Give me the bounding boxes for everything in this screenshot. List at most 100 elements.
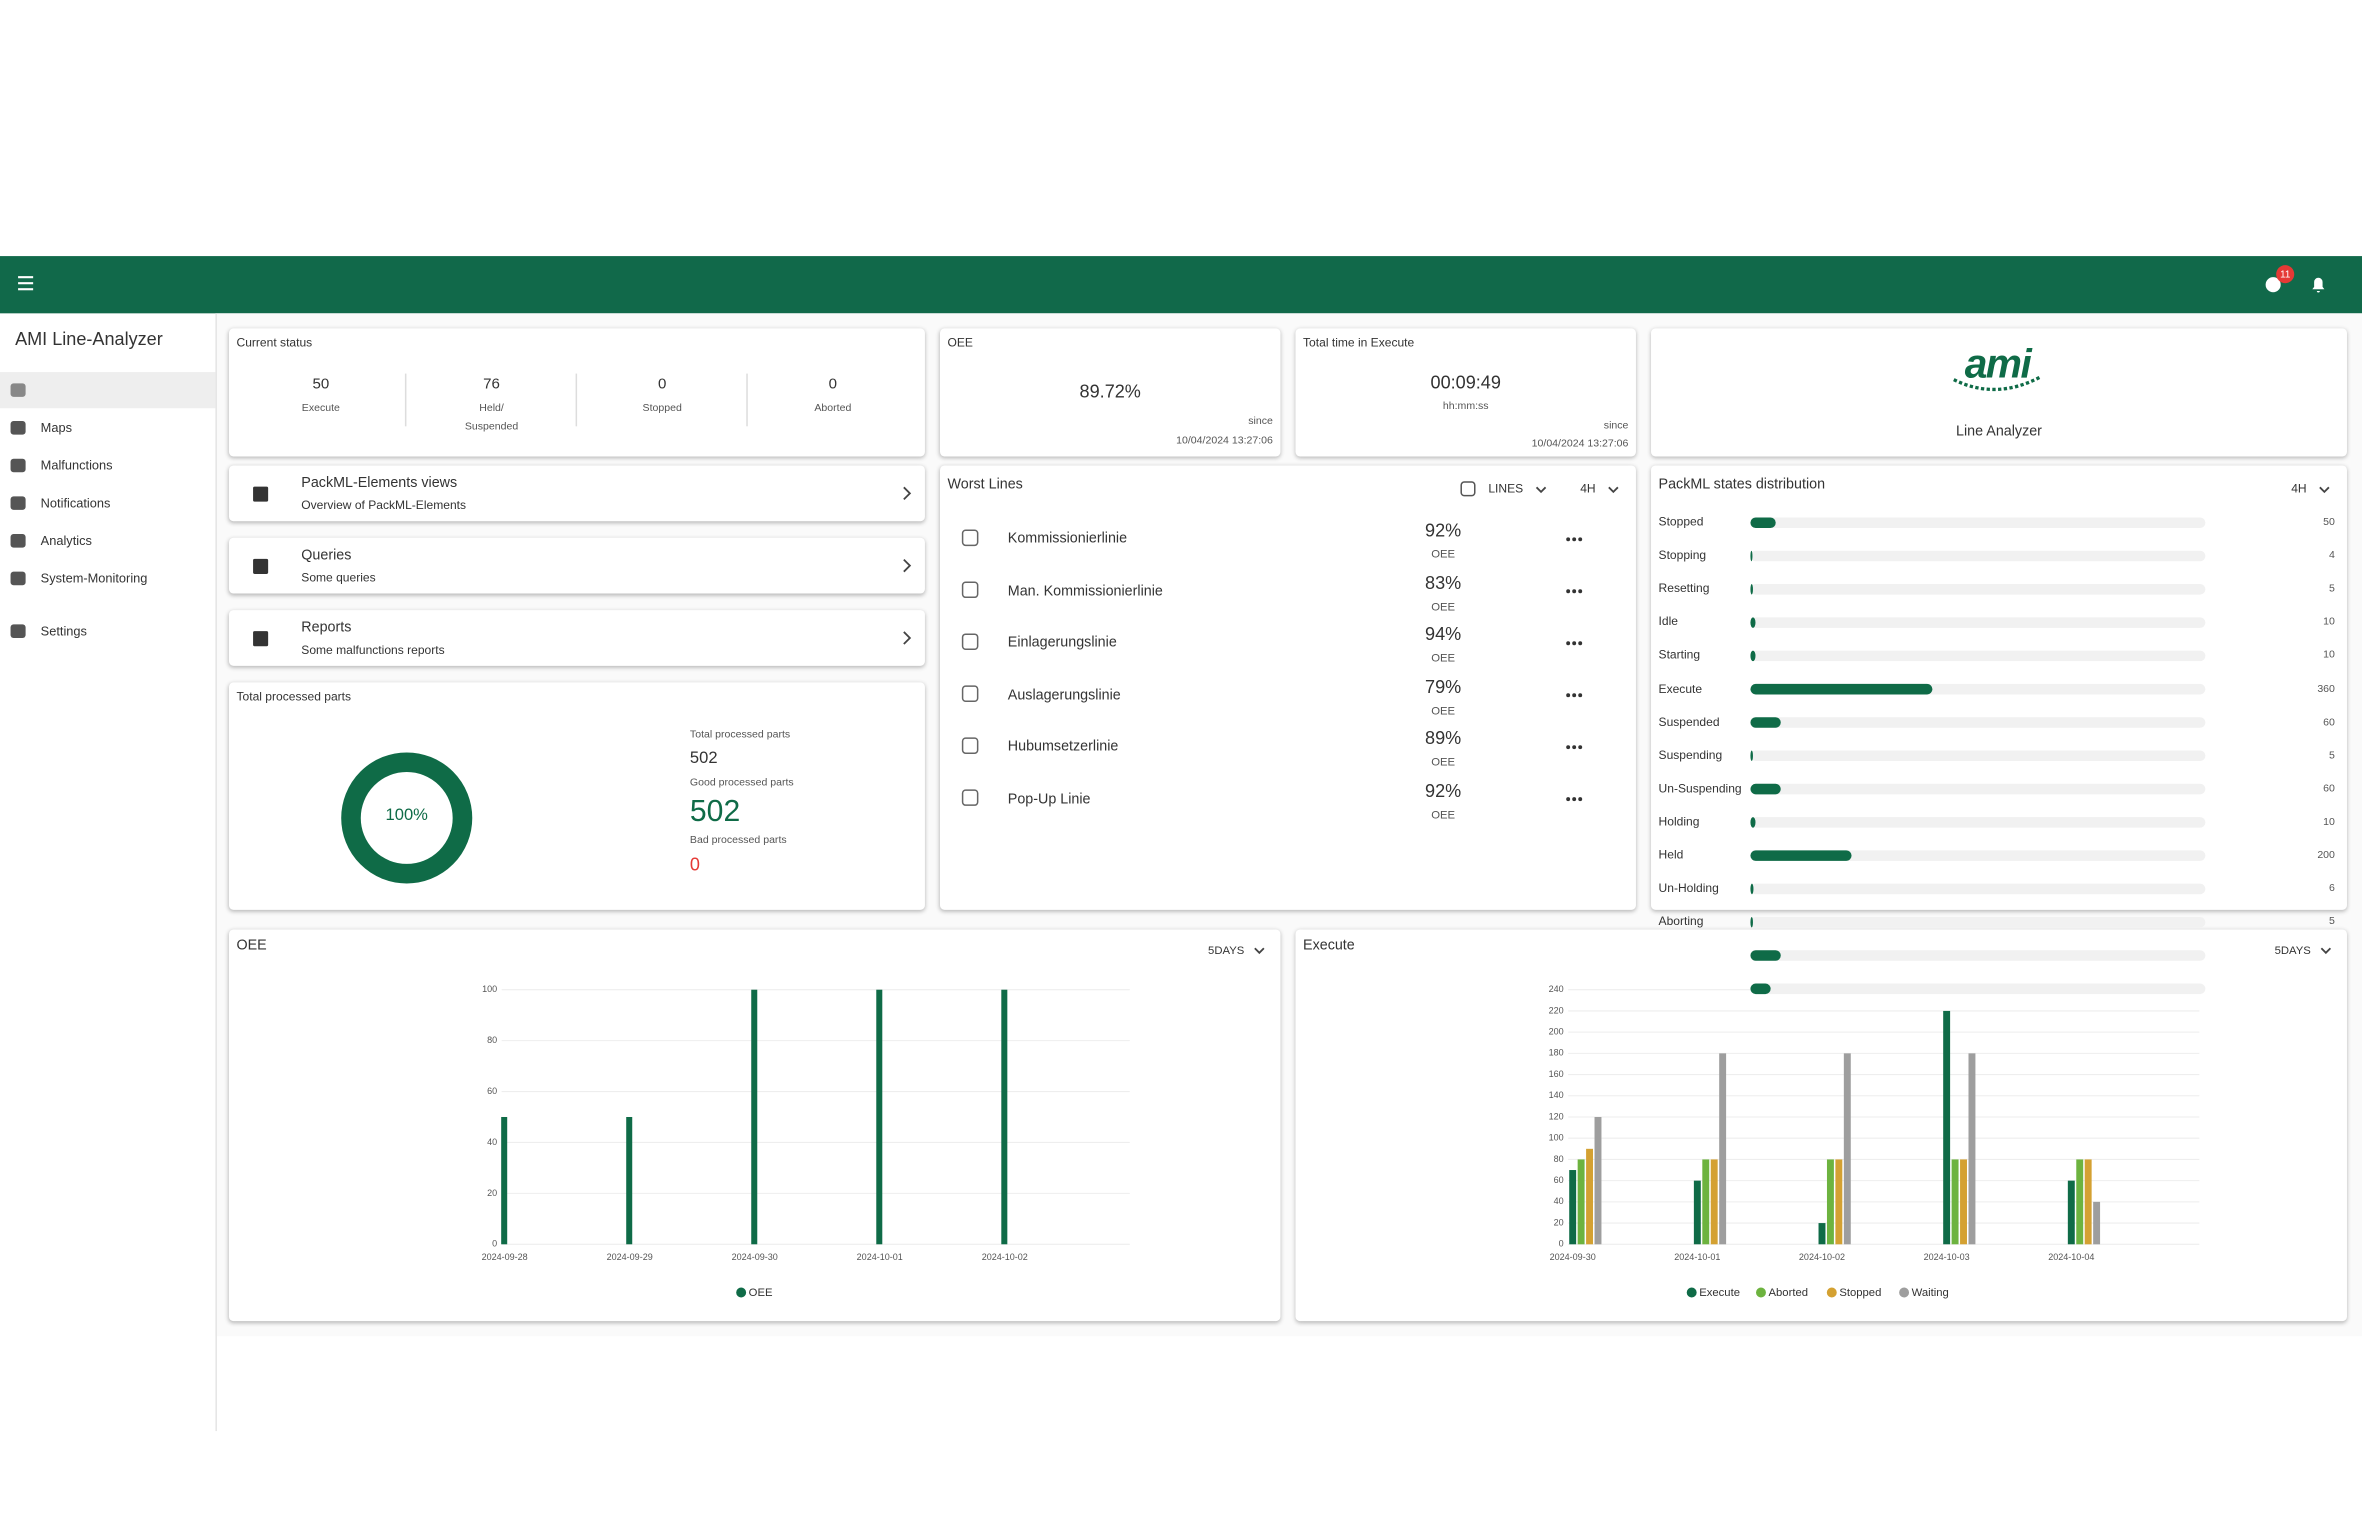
more-icon[interactable] — [1578, 589, 1583, 594]
label: 10/04/2024 13:27:06 — [1531, 439, 1629, 450]
nav-item[interactable]: Analytics — [40, 532, 92, 548]
line-oee: 92% — [1425, 779, 1462, 801]
bar — [1586, 1148, 1594, 1245]
nav-item[interactable]: Maps — [40, 419, 73, 435]
dropdown[interactable]: 4H — [1580, 482, 1596, 496]
y-tick-label: 80 — [1554, 1154, 1564, 1164]
menu-icon — [253, 558, 269, 574]
menu-card[interactable] — [228, 610, 925, 666]
state-value: 10 — [2323, 817, 2335, 828]
chevron-icon[interactable] — [903, 631, 912, 645]
more-icon[interactable] — [1572, 693, 1577, 698]
dropdown[interactable]: 5DAYS — [1208, 943, 1245, 957]
legend-label[interactable]: OEE — [749, 1287, 773, 1299]
menu-title[interactable]: PackML-Elements views — [301, 474, 458, 492]
chevron-icon[interactable] — [903, 558, 912, 573]
bar-track — [1750, 617, 2206, 628]
dropdown[interactable]: LINES — [1488, 482, 1524, 496]
nav-item[interactable]: Notifications — [40, 495, 111, 511]
worst-lines-card — [939, 465, 1636, 910]
y-tick-label: 220 — [1549, 1005, 1564, 1015]
app-title: AMI Line-Analyzer — [15, 328, 163, 350]
state-value: 60 — [2323, 783, 2335, 795]
oee-card — [939, 328, 1281, 457]
more-icon[interactable] — [1566, 589, 1571, 594]
timer-icon[interactable] — [2265, 277, 2281, 293]
bar — [1001, 989, 1008, 1245]
status-value: 50 — [312, 376, 330, 394]
nav-icon — [10, 383, 26, 397]
y-tick-label: 120 — [1549, 1111, 1564, 1121]
legend-label[interactable]: Waiting — [1912, 1287, 1949, 1299]
chevron-icon[interactable] — [2319, 486, 2330, 494]
state-value: 4 — [2329, 550, 2335, 562]
bar-track — [1750, 550, 2206, 562]
more-icon[interactable] — [1572, 797, 1577, 802]
more-icon[interactable] — [1578, 641, 1583, 646]
donut-label: 100% — [385, 806, 428, 825]
line-name: Man. Kommissionierlinie — [1007, 582, 1163, 600]
dropdown[interactable]: 5DAYS — [2274, 943, 2311, 957]
more-icon[interactable] — [1572, 537, 1577, 542]
more-icon[interactable] — [1566, 641, 1571, 646]
bar-track — [1750, 650, 2206, 662]
menu-card[interactable] — [228, 537, 925, 594]
state-label: Un-Suspending — [1658, 781, 1742, 796]
label: OEE — [1431, 703, 1456, 717]
chevron-icon[interactable] — [903, 486, 912, 501]
more-icon[interactable] — [1566, 797, 1571, 802]
label: Bad processed parts — [689, 835, 787, 846]
legend-swatch — [1686, 1287, 1697, 1298]
legend-label[interactable]: Stopped — [1839, 1287, 1881, 1299]
more-icon[interactable] — [1566, 693, 1571, 698]
bell-icon[interactable] — [2312, 277, 2325, 293]
more-icon[interactable] — [1572, 745, 1577, 750]
y-tick-label: 200 — [1549, 1027, 1564, 1037]
more-icon[interactable] — [1578, 693, 1583, 698]
nav-item[interactable]: Malfunctions — [40, 457, 113, 473]
more-icon[interactable] — [1572, 589, 1577, 594]
top-bar — [0, 256, 2362, 314]
menu-button[interactable] — [18, 276, 34, 291]
bar — [2093, 1201, 2101, 1245]
chevron-icon[interactable] — [1535, 486, 1547, 494]
bar — [1951, 1159, 1959, 1245]
status-value: 0 — [828, 376, 838, 394]
nav-icon — [10, 534, 26, 548]
y-tick-label: 0 — [492, 1239, 497, 1249]
y-tick-label: 40 — [487, 1137, 497, 1147]
x-tick-label: 2024-10-02 — [1799, 1252, 1845, 1262]
more-icon[interactable] — [1572, 641, 1577, 646]
bar — [501, 1116, 508, 1245]
nav-item[interactable]: System-Monitoring — [40, 570, 148, 586]
more-icon[interactable] — [1578, 745, 1583, 750]
y-tick-label: 180 — [1549, 1048, 1564, 1058]
menu-card[interactable] — [228, 465, 925, 522]
bar — [1702, 1159, 1710, 1245]
more-icon[interactable] — [1566, 745, 1571, 750]
more-icon[interactable] — [1566, 537, 1571, 542]
bar — [1594, 1116, 1602, 1245]
legend-swatch — [1756, 1287, 1766, 1298]
more-icon[interactable] — [1578, 537, 1583, 542]
state-value: 360 — [2317, 683, 2335, 695]
y-tick-label: 80 — [487, 1035, 497, 1045]
bar — [751, 989, 758, 1245]
bar — [1710, 1159, 1718, 1245]
menu-title[interactable]: Queries — [301, 547, 352, 564]
chevron-icon[interactable] — [1608, 486, 1619, 494]
more-icon[interactable] — [1578, 797, 1583, 802]
bar — [1750, 883, 1754, 895]
chevron-icon[interactable] — [1254, 947, 1265, 955]
legend-label[interactable]: Aborted — [1769, 1287, 1809, 1299]
legend-label[interactable]: Execute — [1699, 1287, 1740, 1299]
chevron-icon[interactable] — [2320, 947, 2332, 955]
menu-title[interactable]: Reports — [301, 619, 352, 637]
label: 10/04/2024 13:27:06 — [1176, 436, 1273, 447]
x-tick-label: 2024-09-29 — [607, 1252, 653, 1262]
label: OEE — [1431, 651, 1456, 665]
dropdown[interactable]: 4H — [2291, 482, 2307, 496]
menu-icon — [253, 631, 269, 647]
nav-item[interactable]: Settings — [40, 623, 87, 639]
